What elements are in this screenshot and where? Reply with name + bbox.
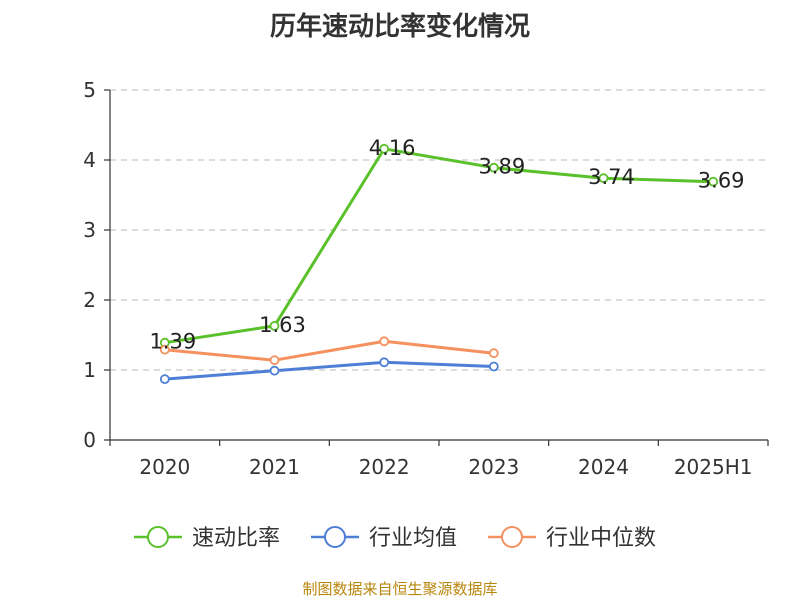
legend-item[interactable]: 行业中位数 (488, 526, 656, 551)
y-tick-label: 2 (83, 288, 96, 312)
legend-label: 行业中位数 (546, 526, 656, 551)
legend-item[interactable]: 行业均值 (311, 526, 457, 551)
x-tick-label: 2021 (249, 455, 300, 479)
legend-marker (147, 526, 169, 548)
data-label: 1.39 (149, 330, 196, 354)
legend-label: 速动比率 (192, 526, 280, 551)
data-point (159, 374, 170, 385)
x-axis-ticks: 2020 2021 2022 2023 2024 2025H1 (109, 440, 769, 479)
series-lines (164, 147, 714, 381)
data-point (708, 176, 719, 187)
x-tick-label: 2024 (578, 455, 629, 479)
source-note: 制图数据来自恒生聚源数据库 (302, 580, 498, 598)
y-tick-label: 1 (83, 358, 96, 382)
data-labels: 1.39 1.63 4.16 3.89 3.74 3.69 (149, 136, 744, 354)
x-tick-label: 2025H1 (674, 455, 753, 479)
x-tick-label: 2023 (468, 455, 519, 479)
data-point (379, 143, 390, 154)
legend-item[interactable]: 速动比率 (134, 526, 280, 551)
y-axis-ticks: 0 1 2 3 4 5 (83, 78, 110, 452)
legend-label: 行业均值 (369, 526, 457, 551)
series-line (164, 360, 494, 381)
y-tick-label: 3 (83, 218, 96, 242)
x-tick-label: 2022 (359, 455, 410, 479)
data-point (488, 162, 499, 173)
data-point (488, 348, 499, 359)
data-label: 3.89 (478, 155, 525, 179)
axes (109, 90, 768, 441)
data-point (159, 344, 170, 355)
data-label: 3.74 (588, 165, 635, 189)
y-tick-label: 5 (83, 78, 96, 102)
data-point (269, 320, 280, 331)
legend-marker (501, 526, 523, 548)
data-label: 1.63 (259, 313, 306, 337)
legend-marker (324, 526, 346, 548)
data-point (269, 355, 280, 366)
series-line (164, 147, 714, 345)
legend[interactable]: 速动比率 行业均值 行业中位数 (134, 526, 656, 551)
y-tick-label: 4 (83, 148, 96, 172)
data-point (269, 365, 280, 376)
data-point (598, 173, 609, 184)
x-tick-label: 2020 (139, 455, 190, 479)
chart-title: 历年速动比率变化情况 (269, 12, 530, 42)
data-point (488, 361, 499, 372)
data-label: 3.69 (698, 169, 745, 193)
series-points (159, 143, 719, 385)
series-line (164, 339, 494, 362)
grid-lines (110, 89, 768, 371)
data-point (379, 357, 390, 368)
data-point (379, 336, 390, 347)
data-label: 4.16 (369, 136, 416, 160)
y-tick-label: 0 (83, 428, 96, 452)
